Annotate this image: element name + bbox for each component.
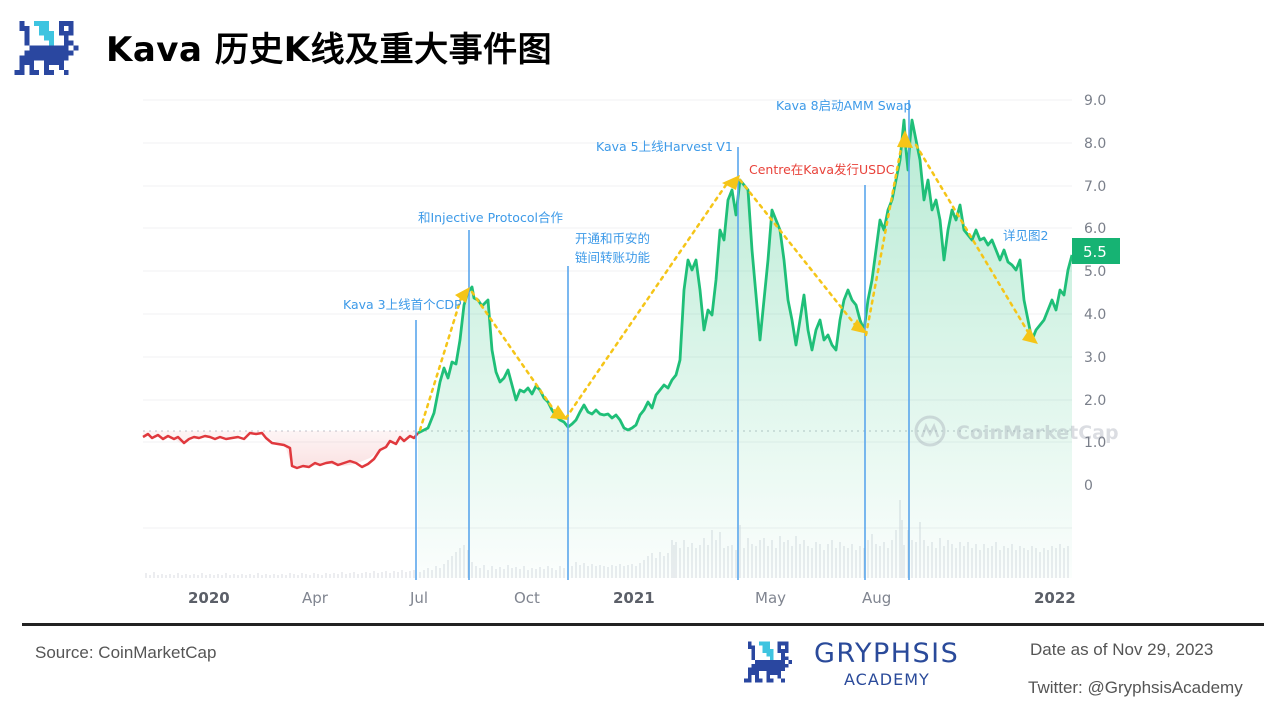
svg-text:6.0: 6.0 [1084, 221, 1106, 237]
event-label-injective: 和Injective Protocol合作 [418, 210, 563, 225]
svg-text:Apr: Apr [302, 589, 329, 607]
coinmarketcap-watermark: CoinMarketCap [914, 415, 1119, 447]
arrowhead-icon [455, 287, 470, 303]
svg-text:8.0: 8.0 [1084, 136, 1106, 152]
event-label-see-fig2: 详见图2 [1003, 228, 1048, 243]
svg-text:5.0: 5.0 [1084, 264, 1106, 280]
svg-text:4.0: 4.0 [1084, 307, 1106, 323]
current-price-badge [1072, 238, 1120, 264]
trend-arrows [418, 141, 1030, 432]
svg-text:7.0: 7.0 [1084, 179, 1106, 195]
x-axis: 2020 Apr Jul Oct 2021 May Aug 2022 [188, 589, 1076, 607]
arrowhead-icon [550, 405, 568, 420]
svg-text:2022: 2022 [1034, 589, 1076, 607]
svg-text:CoinMarketCap: CoinMarketCap [956, 422, 1119, 444]
svg-text:May: May [755, 589, 786, 607]
brand-name: GRYPHSIS [814, 638, 960, 669]
arrowhead-icon [897, 130, 913, 148]
twitter-handle: Twitter: @GryphsisAcademy [1028, 678, 1243, 697]
footer-divider [22, 623, 1264, 626]
gryphon-logo-icon [744, 641, 793, 683]
svg-text:2021: 2021 [613, 589, 655, 607]
current-price-value: 5.5 [1083, 243, 1107, 261]
event-label-harvest: Kava 5上线Harvest V1 [596, 139, 733, 154]
y-axis: 9.0 8.0 7.0 6.0 5.0 4.0 3.0 2.0 1.0 0 [1084, 93, 1106, 494]
event-label-binance-2: 链间转账功能 [575, 250, 651, 265]
svg-text:Oct: Oct [514, 589, 540, 607]
svg-text:9.0: 9.0 [1084, 93, 1106, 109]
event-label-amm-swap: Kava 8启动AMM Swap [776, 98, 912, 113]
price-line-red [142, 431, 419, 470]
svg-text:Jul: Jul [409, 589, 428, 607]
svg-text:Aug: Aug [862, 589, 891, 607]
event-lines [415, 100, 910, 580]
svg-text:0: 0 [1084, 478, 1093, 494]
svg-text:2020: 2020 [188, 589, 230, 607]
event-label-binance-1: 开通和币安的 [575, 231, 650, 246]
svg-text:1.0: 1.0 [1084, 435, 1106, 451]
svg-text:2.0: 2.0 [1084, 393, 1106, 409]
gryphsis-brand: GRYPHSIS ACADEMY [744, 636, 974, 692]
page-title: Kava 历史K线及重大事件图 [106, 30, 553, 70]
arrowhead-icon [1022, 328, 1038, 344]
arrowhead-icon [722, 175, 740, 190]
svg-text:3.0: 3.0 [1084, 350, 1106, 366]
arrowhead-icon [851, 319, 868, 334]
price-area-red [143, 431, 418, 468]
price-chart: Kava 3上线首个CDP 和Injective Protocol合作 开通和币… [142, 93, 1120, 607]
event-label-cdp: Kava 3上线首个CDP [343, 297, 462, 312]
brand-subtitle: ACADEMY [844, 670, 930, 689]
trend-arrowheads [455, 130, 1038, 420]
source-text: Source: CoinMarketCap [35, 643, 217, 662]
gryphon-logo-icon [14, 20, 79, 76]
price-area-green [418, 120, 1072, 578]
date-text: Date as of Nov 29, 2023 [1030, 640, 1214, 659]
event-label-usdc: Centre在Kava发行USDC [749, 162, 895, 177]
